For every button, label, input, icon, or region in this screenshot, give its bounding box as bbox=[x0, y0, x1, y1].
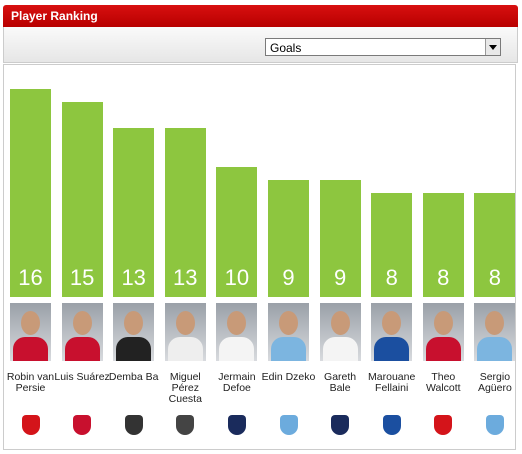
club-logo bbox=[434, 415, 453, 435]
player-name: Marouane Fellaini bbox=[368, 371, 416, 394]
club-logo bbox=[279, 415, 298, 435]
value-label: 16 bbox=[18, 265, 43, 290]
value-label: 9 bbox=[333, 265, 347, 290]
player-shirt bbox=[425, 337, 461, 361]
stat-dropdown[interactable]: Goals bbox=[265, 38, 501, 56]
bar bbox=[371, 193, 413, 297]
bar bbox=[474, 193, 516, 297]
player-shirt bbox=[64, 337, 100, 361]
player-shirt bbox=[116, 337, 152, 361]
bar bbox=[10, 89, 51, 297]
player-name: Robin van Persie bbox=[6, 371, 55, 394]
value-label: 10 bbox=[224, 265, 250, 290]
player-photo bbox=[319, 303, 361, 361]
club-logo bbox=[227, 415, 246, 435]
player-shirt bbox=[219, 337, 255, 361]
club-logo bbox=[176, 415, 195, 435]
player-photo bbox=[10, 303, 51, 361]
player-name: Jermain Defoe bbox=[218, 371, 256, 394]
player-name: Miguel Pérez Cuesta bbox=[168, 371, 202, 405]
player-photo bbox=[268, 303, 309, 361]
player-shirt bbox=[374, 337, 410, 361]
player-face bbox=[433, 311, 453, 335]
player-photo bbox=[113, 303, 155, 361]
bar bbox=[113, 128, 155, 297]
player-face bbox=[382, 311, 402, 335]
dropdown-value: Goals bbox=[270, 41, 302, 55]
dropdown-arrow[interactable] bbox=[485, 39, 500, 55]
player-face bbox=[124, 311, 144, 335]
club-logo bbox=[21, 415, 40, 435]
player-name: Sergio Agüero bbox=[477, 371, 512, 394]
player-name: Edin Dzeko bbox=[261, 371, 316, 383]
player-shirt bbox=[167, 337, 203, 361]
bar bbox=[422, 193, 464, 297]
player-face bbox=[21, 311, 40, 335]
value-label: 15 bbox=[69, 265, 95, 290]
player-face bbox=[175, 311, 195, 335]
player-face bbox=[227, 311, 247, 335]
player-shirt bbox=[13, 337, 48, 361]
player-photo bbox=[61, 303, 103, 361]
value-label: 8 bbox=[437, 265, 450, 290]
club-logo bbox=[124, 415, 143, 435]
player-shirt bbox=[322, 337, 358, 361]
bar bbox=[164, 128, 206, 297]
player-name: Luis Suárez bbox=[54, 371, 110, 383]
value-label: 8 bbox=[385, 265, 398, 290]
player-name: Theo Walcott bbox=[425, 371, 461, 394]
club-logo bbox=[382, 415, 401, 435]
value-label: 13 bbox=[121, 265, 146, 290]
player-photo bbox=[216, 303, 258, 361]
bar bbox=[61, 102, 103, 297]
player-face bbox=[279, 311, 298, 335]
header-bar bbox=[3, 5, 518, 27]
player-name: Gareth Bale bbox=[324, 371, 357, 394]
player-photo bbox=[164, 303, 206, 361]
player-shirt bbox=[477, 337, 513, 361]
widget-title: Player Ranking bbox=[11, 9, 98, 23]
player-photo bbox=[474, 303, 516, 361]
player-shirt bbox=[271, 337, 306, 361]
chart-panel bbox=[3, 64, 516, 450]
bar bbox=[319, 180, 361, 297]
player-photo bbox=[422, 303, 464, 361]
value-label: 13 bbox=[173, 265, 198, 290]
bar bbox=[268, 180, 309, 297]
player-name: Demba Ba bbox=[108, 371, 159, 383]
player-face bbox=[485, 311, 505, 335]
club-logo bbox=[485, 415, 504, 435]
club-logo bbox=[331, 415, 350, 435]
player-face bbox=[330, 311, 350, 335]
value-label: 9 bbox=[282, 265, 295, 290]
value-label: 8 bbox=[488, 265, 502, 290]
player-face bbox=[72, 311, 92, 335]
player-photo bbox=[371, 303, 413, 361]
bar bbox=[216, 167, 258, 297]
club-logo bbox=[73, 415, 92, 435]
